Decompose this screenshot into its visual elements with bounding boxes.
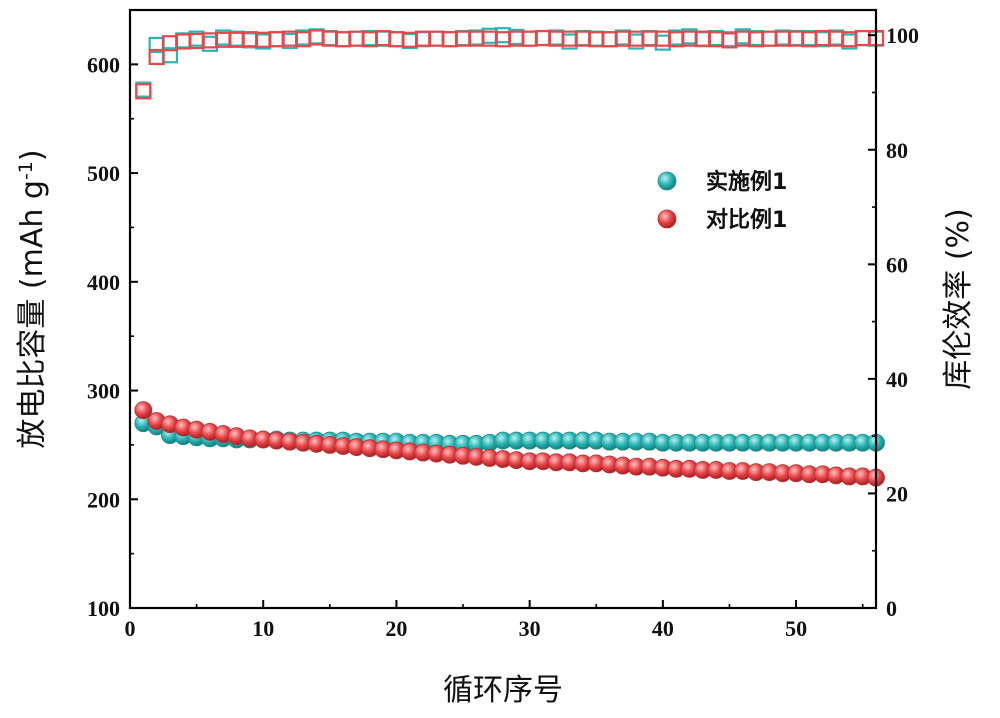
y-right-tick-label: 40 bbox=[886, 367, 908, 392]
series-capacity-0 bbox=[134, 414, 885, 453]
efficiency-point bbox=[854, 29, 871, 47]
efficiency-point bbox=[454, 29, 472, 47]
axes: 0 10 20 30 40 50 100 200 300 400 500 600 0 20 40 60 80 10… bbox=[87, 8, 919, 641]
efficiency-point bbox=[454, 30, 472, 47]
y-left-tick-label: 400 bbox=[87, 270, 120, 295]
y-left-axis-title: 放电比容量 (mAh g-1) bbox=[15, 149, 50, 448]
efficiency-point bbox=[201, 32, 219, 49]
efficiency-point bbox=[534, 29, 552, 47]
plot-frame bbox=[128, 8, 878, 610]
y-right-tick-label: 0 bbox=[886, 596, 897, 621]
efficiency-point bbox=[521, 30, 538, 47]
efficiency-point bbox=[601, 31, 618, 48]
x-tick-label: 40 bbox=[652, 616, 674, 641]
efficiency-point bbox=[601, 31, 618, 48]
efficiency-point bbox=[321, 30, 338, 47]
efficiency-point bbox=[348, 30, 365, 47]
efficiency-point bbox=[335, 31, 352, 48]
efficiency-point bbox=[641, 30, 658, 47]
efficiency-point bbox=[268, 31, 285, 48]
efficiency-point bbox=[348, 30, 365, 47]
legend: 实施例1 对比例1 bbox=[657, 169, 787, 233]
x-tick-label: 20 bbox=[385, 616, 407, 641]
y-left-axis-title-superscript: -1 bbox=[15, 161, 37, 180]
legend-label-series-2: 对比例1 bbox=[706, 208, 787, 233]
efficiency-point bbox=[414, 30, 432, 47]
y-right-tick-label: 20 bbox=[886, 481, 908, 506]
efficiency-point bbox=[148, 48, 165, 66]
x-tick-label: 30 bbox=[519, 616, 541, 641]
capacity-point bbox=[134, 401, 153, 420]
legend-label-series-1: 实施例1 bbox=[706, 169, 787, 195]
y-right-axis-title: 库伦效率 (%) bbox=[941, 208, 976, 389]
efficiency-point bbox=[574, 29, 592, 47]
x-tick-label: 0 bbox=[125, 616, 136, 641]
efficiency-point bbox=[761, 30, 778, 47]
efficiency-point bbox=[654, 30, 671, 47]
efficiency-point bbox=[268, 31, 285, 48]
efficiency-point bbox=[135, 83, 152, 100]
efficiency-point bbox=[335, 31, 352, 48]
efficiency-point bbox=[388, 31, 405, 48]
legend-marker-series-1 bbox=[657, 171, 677, 191]
efficiency-point bbox=[414, 31, 432, 48]
efficiency-point bbox=[654, 34, 671, 51]
efficiency-point bbox=[588, 30, 605, 47]
x-tick-label: 10 bbox=[252, 616, 274, 641]
efficiency-point bbox=[761, 30, 778, 47]
y-left-tick-label: 300 bbox=[87, 379, 120, 404]
y-right-tick-label: 60 bbox=[886, 252, 908, 277]
efficiency-point bbox=[641, 29, 658, 47]
efficiency-point bbox=[375, 29, 392, 47]
y-left-axis-title-main: 放电比容量 (mAh g bbox=[15, 180, 50, 449]
x-axis-title: 循环序号 bbox=[443, 673, 563, 708]
efficiency-point bbox=[201, 35, 219, 52]
efficiency-point bbox=[854, 29, 871, 47]
efficiency-point bbox=[494, 27, 512, 44]
y-right-tick-label: 100 bbox=[886, 23, 919, 48]
y-right-tick-label: 80 bbox=[886, 138, 908, 163]
x-tick-label: 50 bbox=[785, 616, 807, 641]
series-efficiency-3 bbox=[135, 29, 885, 100]
efficiency-point bbox=[534, 29, 552, 47]
y-left-tick-label: 200 bbox=[87, 487, 120, 512]
efficiency-point bbox=[787, 30, 805, 47]
efficiency-point bbox=[521, 30, 538, 47]
efficiency-point bbox=[694, 30, 711, 47]
y-left-tick-label: 600 bbox=[87, 52, 120, 77]
efficiency-point bbox=[588, 31, 605, 48]
efficiency-point bbox=[375, 30, 392, 47]
efficiency-point bbox=[441, 31, 458, 48]
legend-marker-series-2 bbox=[657, 209, 677, 229]
efficiency-point bbox=[494, 31, 512, 48]
efficiency-point bbox=[787, 29, 805, 47]
efficiency-point bbox=[321, 29, 338, 47]
y-left-axis-title-close: ) bbox=[15, 149, 50, 161]
plot-marks bbox=[134, 27, 885, 487]
y-left-tick-label: 100 bbox=[87, 596, 120, 621]
efficiency-point bbox=[441, 31, 458, 48]
efficiency-point bbox=[388, 31, 405, 48]
series-capacity-1 bbox=[134, 401, 885, 487]
efficiency-point bbox=[694, 31, 711, 48]
efficiency-point bbox=[428, 30, 445, 47]
y-left-tick-label: 500 bbox=[87, 161, 120, 186]
efficiency-point bbox=[428, 30, 445, 47]
efficiency-point bbox=[574, 30, 592, 47]
